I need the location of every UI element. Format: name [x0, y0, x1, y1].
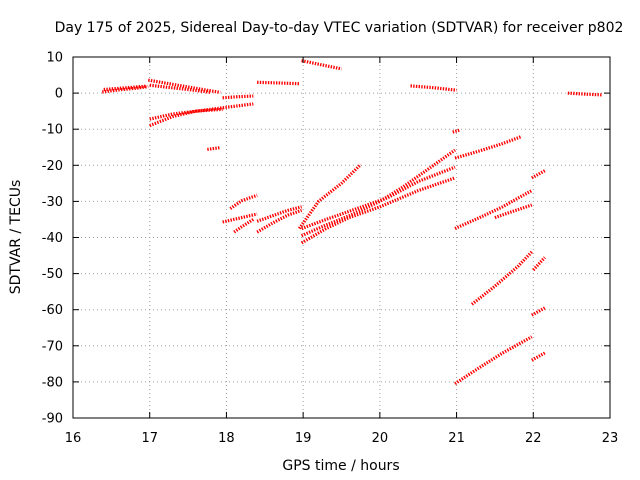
satellite-arc	[301, 59, 342, 71]
satellite-arc	[256, 205, 303, 223]
satellite-arc	[300, 148, 456, 238]
x-tick-label: 23	[602, 431, 619, 446]
satellite-arc	[531, 306, 546, 317]
satellite-arc	[452, 128, 461, 134]
y-tick-label: -30	[42, 195, 63, 210]
y-tick-label: 0	[55, 87, 63, 102]
y-tick-label: -10	[42, 123, 63, 138]
satellite-arc	[102, 85, 149, 94]
satellite-arc	[301, 165, 456, 231]
grid-lines	[73, 57, 610, 418]
satellite-arc	[233, 218, 255, 234]
x-tick-labels: 16 17 18 19 20 21 22 23	[65, 431, 619, 446]
chart-title: Day 175 of 2025, Sidereal Day-to-day VTE…	[55, 20, 624, 36]
satellite-arc	[531, 169, 546, 180]
satellite-arc	[149, 102, 254, 128]
y-axis-title: SDTVAR / TECUs	[8, 180, 24, 295]
x-tick-label: 22	[525, 431, 542, 446]
satellite-arc	[567, 91, 603, 97]
satellite-arc	[300, 176, 456, 245]
satellite-arc	[454, 134, 523, 160]
data-arcs	[102, 59, 603, 386]
y-tick-label: -70	[42, 339, 63, 354]
x-tick-label: 18	[218, 431, 235, 446]
x-tick-label: 17	[141, 431, 158, 446]
y-tick-label: -80	[42, 375, 63, 390]
y-tick-label: -60	[42, 303, 63, 318]
x-tick-label: 21	[448, 431, 465, 446]
satellite-arc	[454, 189, 533, 230]
satellite-arc	[149, 107, 223, 121]
satellite-arc	[532, 256, 546, 272]
satellite-arc	[470, 250, 533, 306]
satellite-arc	[531, 351, 546, 362]
satellite-arc	[297, 163, 362, 230]
satellite-arc	[207, 146, 221, 151]
y-tick-labels: 10 0 -10 -20 -30 -40 -50 -60 -70 -80 -90	[42, 51, 63, 427]
satellite-arc	[103, 84, 147, 92]
satellite-arc	[222, 94, 254, 100]
y-tick-label: -90	[42, 412, 63, 427]
y-tick-label: -50	[42, 267, 63, 282]
satellite-arc	[410, 84, 457, 92]
x-tick-label: 16	[65, 431, 82, 446]
satellite-arc	[256, 208, 303, 234]
y-tick-label: 10	[46, 51, 63, 66]
y-tick-label: -20	[42, 159, 63, 174]
satellite-arc	[257, 80, 300, 86]
satellite-arc	[229, 193, 258, 210]
axis-ticks	[72, 56, 611, 419]
satellite-arc	[454, 335, 533, 386]
satellite-arc	[222, 212, 258, 224]
x-tick-label: 19	[295, 431, 312, 446]
y-tick-label: -40	[42, 231, 63, 246]
satellite-arc	[147, 78, 221, 94]
x-axis-title: GPS time / hours	[282, 458, 399, 474]
satellite-arc	[149, 83, 212, 94]
x-tick-label: 20	[372, 431, 389, 446]
satellite-arc	[494, 203, 533, 220]
